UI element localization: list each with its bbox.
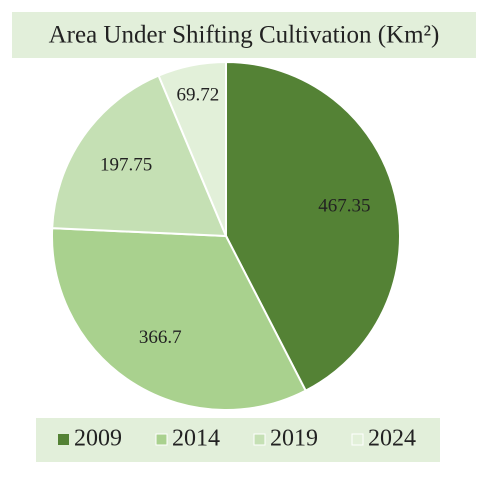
data-label: 366.7 xyxy=(139,327,182,348)
legend-swatch xyxy=(253,433,266,446)
pie-slice xyxy=(51,74,228,238)
legend-label: 2019 xyxy=(270,426,318,452)
data-label: 197.75 xyxy=(100,155,152,176)
pie-slice xyxy=(157,60,227,237)
legend-swatch xyxy=(155,433,168,446)
data-label: 467.35 xyxy=(318,196,370,217)
data-label: 69.72 xyxy=(176,84,219,105)
legend-label: 2014 xyxy=(172,426,220,452)
legend-box xyxy=(36,418,440,462)
pie-slice xyxy=(225,60,401,393)
title-box xyxy=(12,12,476,58)
chart-title: Area Under Shifting Cultivation (Km²) xyxy=(49,22,440,49)
pie-slice xyxy=(51,227,308,411)
legend-swatch xyxy=(58,434,69,445)
legend-swatch xyxy=(351,433,364,446)
legend-label: 2024 xyxy=(368,426,416,452)
legend-label: 2009 xyxy=(74,426,122,452)
